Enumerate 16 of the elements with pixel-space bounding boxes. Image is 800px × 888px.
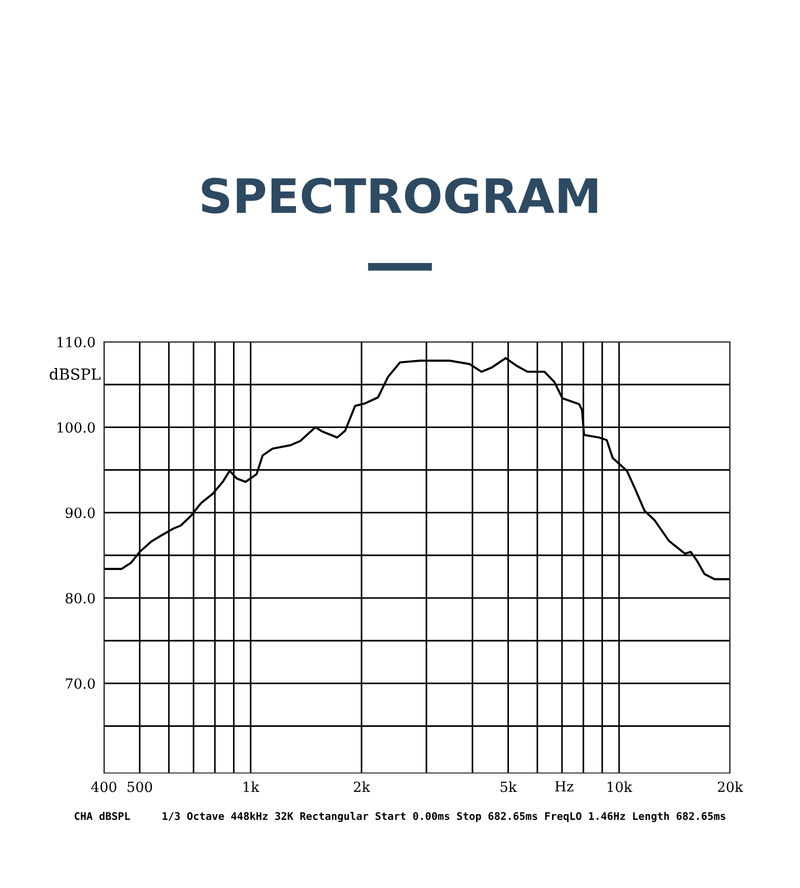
y-tick-label: 90.0 (66, 508, 95, 518)
y-tick-label: 80.0 (66, 592, 95, 604)
x-tick-label: 2k (354, 781, 370, 792)
x-tick-label: 5k (500, 781, 517, 792)
x-axis-title: Hz (555, 781, 574, 792)
x-tick-label: 500 (128, 782, 152, 792)
chart-title: SPECTROGRAM (202, 178, 598, 214)
y-tick-label: 100.0 (58, 422, 95, 433)
text: CHA dBSPL 1/3 Octave 448kHz 32K Rectangular Start 0.00ms Stop 682.65ms FreqLO 1.46Hz Length 682.65ms (74, 812, 726, 822)
y-tick-label: 70.0 (66, 678, 95, 689)
y-tick-label: 110.0 (58, 336, 95, 348)
x-tick-label: 10k (608, 781, 632, 792)
x-tick-label: 20k (718, 781, 744, 792)
x-tick-label: 400 (91, 782, 116, 792)
y-axis-title: dBSPL (50, 368, 101, 380)
x-tick-label: 1k (244, 781, 260, 792)
